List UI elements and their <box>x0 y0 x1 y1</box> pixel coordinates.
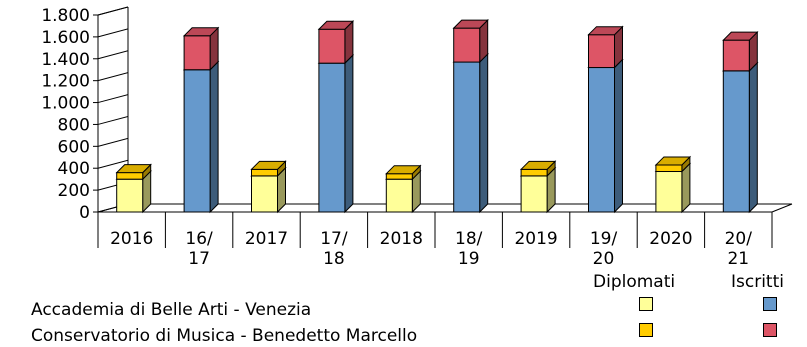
y-tick-label: 1.800 <box>41 6 90 26</box>
y-tick-diagonal <box>97 50 129 60</box>
y-tick-label: 400 <box>58 159 90 179</box>
bar-side <box>479 52 489 214</box>
bar-segment <box>251 168 278 177</box>
legend-header-diplomati: Diplomati <box>593 272 676 292</box>
legend-header-iscritti: Iscritti <box>731 272 784 292</box>
y-tick-diagonal <box>97 6 129 16</box>
bar-top <box>654 156 692 166</box>
x-tick-label: 2020 <box>649 229 692 249</box>
bar-segment <box>318 28 346 64</box>
x-tick-label: 19 <box>458 249 480 269</box>
bar-segment <box>453 27 481 63</box>
y-tick-diagonal <box>97 72 129 82</box>
floor-right-edge <box>771 203 793 213</box>
bar-top <box>115 164 152 174</box>
x-tick-label: 2017 <box>245 229 288 249</box>
bar-top <box>385 165 422 175</box>
x-tick-label: 17 <box>188 249 210 269</box>
legend-row-conservatorio: Conservatorio di Musica - Benedetto Marc… <box>31 326 418 346</box>
y-tick-label: 1.600 <box>41 28 90 48</box>
legend-swatch-conservatorio-iscritti <box>763 323 777 337</box>
x-tick-label: 19/ <box>590 229 618 249</box>
bar-segment <box>116 172 144 180</box>
x-tick-label: 2016 <box>110 229 153 249</box>
y-tick-label: 1.000 <box>41 94 90 114</box>
bar-segment <box>116 178 144 213</box>
legend-swatch-accademia-iscritti <box>763 297 777 311</box>
bar-side <box>344 53 354 214</box>
bar-segment <box>588 34 615 69</box>
bar-side <box>209 60 219 214</box>
bar-segment <box>588 67 615 213</box>
bar-segment <box>520 175 548 213</box>
bar-segment <box>722 70 750 213</box>
x-tick-label: 16/ <box>185 229 213 249</box>
y-tick-label: 800 <box>58 115 90 135</box>
y-tick-diagonal <box>97 137 129 147</box>
x-tick-label: 20/ <box>725 229 753 249</box>
x-tick-label: 18 <box>323 249 345 269</box>
bar-segment <box>251 175 278 213</box>
x-tick-label: 17/ <box>320 229 348 249</box>
legend-swatch-conservatorio-diplomati <box>639 323 653 337</box>
bar-segment <box>453 61 481 213</box>
bar-segment <box>385 173 413 180</box>
bar-top <box>722 31 759 41</box>
bar-segment <box>183 35 211 71</box>
bar-top <box>182 27 220 37</box>
bar-segment <box>385 178 413 213</box>
bar-top <box>317 20 355 30</box>
x-tick-label: 2018 <box>380 229 423 249</box>
bar-segment <box>318 62 346 213</box>
y-tick-diagonal <box>97 28 129 38</box>
y-tick-label: 600 <box>58 137 90 157</box>
bar-segment <box>722 39 750 72</box>
y-tick-diagonal <box>97 115 129 125</box>
y-tick-label: 1.200 <box>41 72 90 92</box>
x-tick-label: 18/ <box>455 229 483 249</box>
bar-top <box>587 26 624 36</box>
y-tick-label: 1.400 <box>41 50 90 70</box>
x-tick-label: 20 <box>593 249 615 269</box>
bar-segment <box>655 164 683 173</box>
x-tick-label: 21 <box>727 249 749 269</box>
bar-segment <box>655 171 683 213</box>
legend-swatch-accademia-diplomati <box>639 297 653 311</box>
x-tick-label: 2019 <box>514 229 557 249</box>
legend-row-accademia: Accademia di Belle Arti - Venezia <box>31 300 312 320</box>
y-tick-label: 0 <box>79 203 90 223</box>
bar-segment <box>183 69 211 213</box>
bar-segment <box>520 168 548 177</box>
bar-top <box>519 160 557 170</box>
bar-side <box>614 58 623 214</box>
y-tick-diagonal <box>97 159 129 169</box>
y-tick-diagonal <box>97 94 129 104</box>
bar-top <box>250 160 287 170</box>
y-tick-label: 200 <box>58 181 90 201</box>
bar-side <box>748 61 758 214</box>
bar-top <box>452 19 489 29</box>
